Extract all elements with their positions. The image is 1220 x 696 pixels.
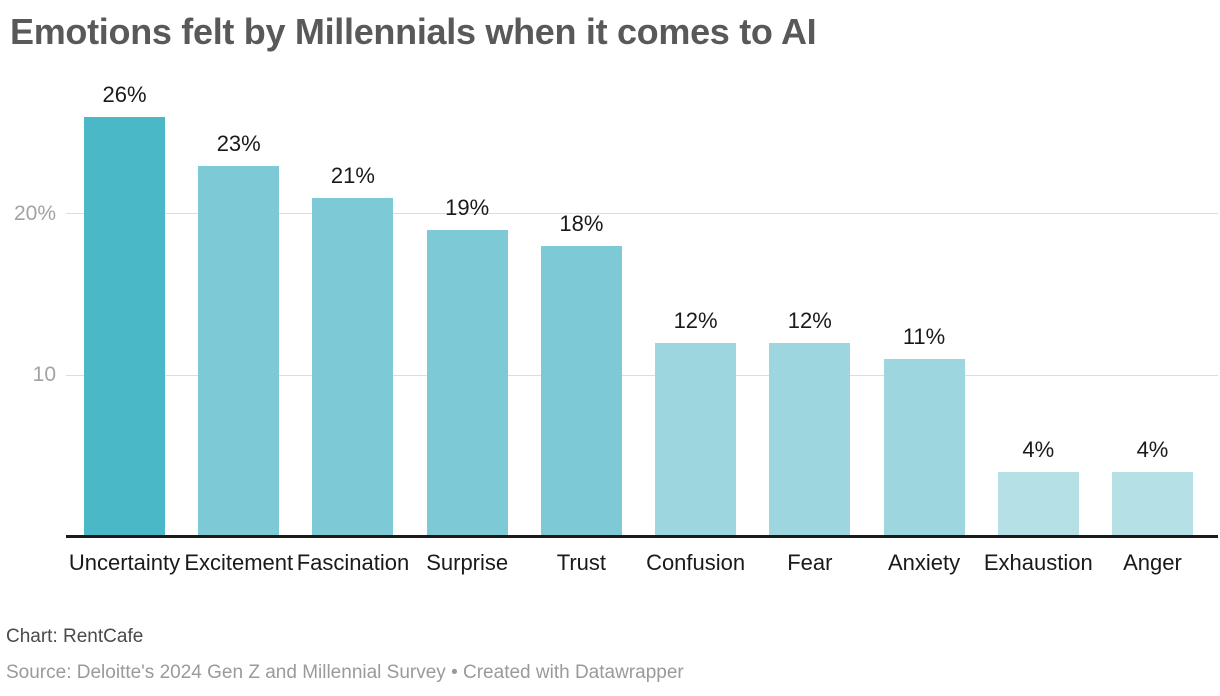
bar-column: 4% xyxy=(997,437,1079,537)
gridline: 10 xyxy=(33,363,1218,386)
bar-value-label: 19% xyxy=(445,195,490,221)
chart-source: Source: Deloitte's 2024 Gen Z and Millen… xyxy=(6,662,684,683)
x-axis-label-anxiety: Anxiety xyxy=(887,550,961,575)
bar-column: 21% xyxy=(312,162,394,537)
x-axis-label-exhaustion: Exhaustion xyxy=(983,550,1093,575)
bar-column: 12% xyxy=(655,308,737,537)
y-tick-label: 20% xyxy=(13,201,56,225)
x-axis-label-fear: Fear xyxy=(787,550,833,575)
chart-title: Emotions felt by Millennials when it com… xyxy=(10,11,817,52)
x-axis-labels: Uncertainty Excitement Fascination Surprise… xyxy=(68,550,1193,576)
bar-value-label: 12% xyxy=(673,308,718,334)
x-axis-label-fascination: Fascination xyxy=(296,550,410,575)
bar-anger[interactable] xyxy=(1111,472,1193,537)
bar-trust[interactable] xyxy=(540,246,622,537)
bar-fascination[interactable] xyxy=(312,197,394,537)
x-axis-label-confusion: Confusion xyxy=(646,550,746,575)
bar-value-label: 4% xyxy=(1022,437,1055,463)
x-axis-label-excitement: Excitement xyxy=(184,550,294,575)
x-axis-label-trust: Trust xyxy=(556,550,607,575)
bar-column: 23% xyxy=(198,130,280,537)
x-axis-label-anger: Anger xyxy=(1123,550,1182,575)
bar-value-label: 4% xyxy=(1136,437,1169,463)
bar-column: 26% xyxy=(84,82,165,537)
bar-excitement[interactable] xyxy=(198,165,280,537)
bar-value-label: 12% xyxy=(787,308,832,334)
bar-value-label: 23% xyxy=(216,130,261,156)
bar-column: 11% xyxy=(883,324,965,537)
bar-exhaustion[interactable] xyxy=(997,472,1079,537)
gridline: 20% xyxy=(14,202,1218,225)
bar-column: 19% xyxy=(426,195,508,537)
x-axis-label-surprise: Surprise xyxy=(426,550,509,575)
bar-fear[interactable] xyxy=(769,343,851,537)
bar-confusion[interactable] xyxy=(655,343,737,537)
x-axis-label-uncertainty: Uncertainty xyxy=(68,550,181,575)
bar-value-label: 18% xyxy=(559,211,604,237)
y-tick-label: 10 xyxy=(32,363,56,386)
plot-area: 26% 23% 21% 19% 18% 12% 12% 11% 4% 4% xyxy=(84,0,1193,537)
bar-anxiety[interactable] xyxy=(883,359,965,537)
bar-column: 18% xyxy=(540,211,622,537)
bar-uncertainty[interactable] xyxy=(84,117,165,537)
chart-credit: Chart: RentCafe xyxy=(6,626,144,647)
bar-column: 12% xyxy=(769,308,851,537)
bar-value-label: 21% xyxy=(330,162,375,188)
y-axis-grid: 10 20% xyxy=(14,0,1218,537)
bar-value-label: 11% xyxy=(902,324,946,350)
x-axis-line xyxy=(66,535,1218,538)
bar-column: 4% xyxy=(1111,437,1193,537)
bar-surprise[interactable] xyxy=(426,230,508,537)
bar-value-label: 26% xyxy=(102,82,147,108)
